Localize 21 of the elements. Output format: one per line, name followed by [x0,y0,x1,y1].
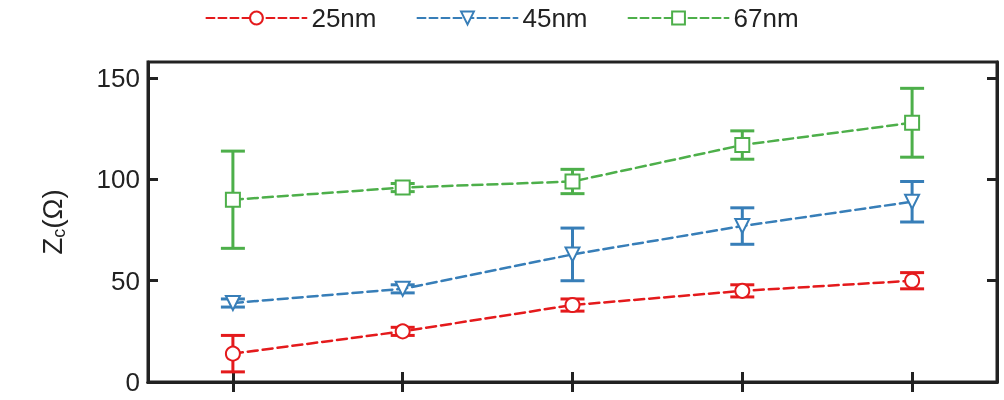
y-tick-label: 0 [125,367,140,397]
point [224,191,241,208]
point [394,179,411,196]
y-tick-label: 150 [96,63,140,94]
legend-label: 45nm [522,3,588,33]
point [564,246,581,263]
point [904,272,921,289]
y-tick-label: 50 [111,265,140,296]
point [904,114,921,131]
point [394,280,411,297]
point [734,137,751,154]
point [734,218,751,235]
point [394,323,411,340]
point [224,295,241,312]
point [224,345,241,362]
y-tick-label: 100 [96,164,140,195]
y-axis-title: Zc(Ω) [36,189,69,255]
legend-label: 67nm [733,3,799,33]
point [904,193,921,210]
legend-label: 25nm [311,3,377,33]
point [564,173,581,190]
